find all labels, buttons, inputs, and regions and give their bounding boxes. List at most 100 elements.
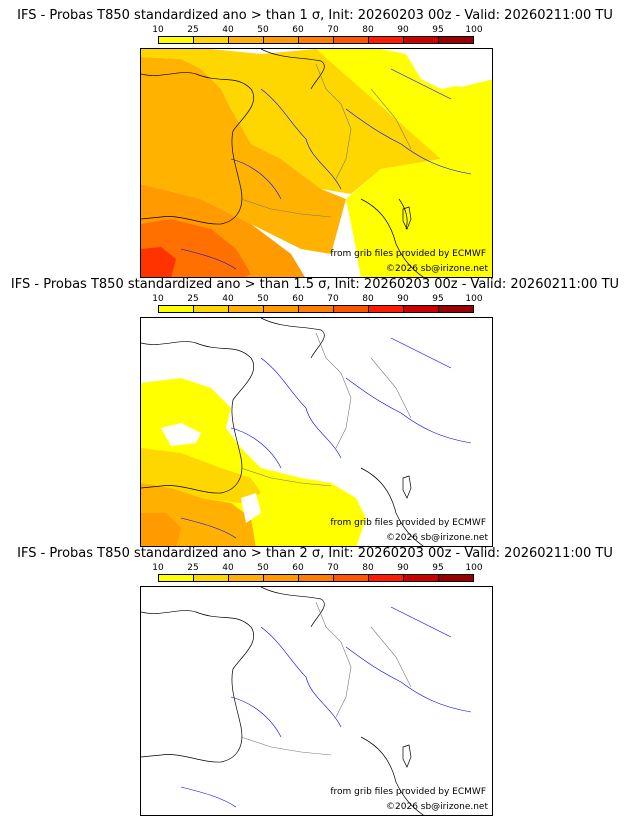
panel-title: IFS - Probas T850 standardized ano > tha… — [17, 8, 613, 23]
scale-ticks: 10 25 40 50 60 70 80 90 95 100 — [152, 25, 482, 35]
prob-area-80 — [141, 247, 176, 277]
scale-tick: 100 — [465, 294, 483, 304]
scale-swatch — [264, 37, 299, 43]
borders — [240, 63, 412, 218]
scale-swatch — [334, 306, 369, 312]
map-canvas — [141, 49, 492, 277]
scale-tick: 10 — [152, 563, 164, 573]
scale-tick: 95 — [432, 294, 444, 304]
scale-ticks: 10 25 40 50 60 70 80 90 95 100 — [152, 563, 482, 573]
scale-tick: 90 — [397, 563, 409, 573]
probability-color-scale: 10 25 40 50 60 70 80 90 95 100 — [152, 563, 483, 585]
panel-title: IFS - Probas T850 standardized ano > tha… — [10, 277, 620, 292]
scale-tick: 25 — [187, 294, 199, 304]
map-frame: from grib files provided by ECMWF ©2026 … — [140, 317, 493, 547]
rivers — [180, 68, 472, 270]
scale-swatch — [404, 306, 439, 312]
clear-area — [421, 64, 492, 87]
scale-tick: 40 — [222, 294, 234, 304]
scale-tick: 50 — [257, 563, 269, 573]
scale-tick: 80 — [362, 25, 374, 35]
scale-tick: 80 — [362, 563, 374, 573]
scale-tick: 70 — [327, 25, 339, 35]
scale-tick: 25 — [187, 563, 199, 573]
scale-tick: 25 — [187, 25, 199, 35]
prob-area-50 — [141, 513, 181, 546]
scale-tick: 90 — [397, 294, 409, 304]
scale-swatch — [159, 37, 194, 43]
scale-tick: 95 — [432, 25, 444, 35]
clear-patches — [161, 423, 261, 523]
scale-swatch — [299, 575, 334, 581]
scale-tick: 100 — [465, 25, 483, 35]
scale-swatch — [264, 306, 299, 312]
corsica — [402, 744, 412, 768]
scale-bar — [158, 305, 474, 313]
prob-area-10-east — [316, 49, 492, 277]
map-frame: from grib files provided by ECMWF ©2026 … — [140, 48, 493, 278]
scale-tick: 70 — [327, 563, 339, 573]
scale-swatch — [159, 306, 194, 312]
scale-swatch — [264, 575, 299, 581]
data-credit: from grib files provided by ECMWF — [330, 518, 486, 528]
scale-swatch — [194, 575, 229, 581]
scale-swatch — [369, 306, 404, 312]
map-canvas — [141, 587, 472, 815]
panel-title: IFS - Probas T850 standardized ano > tha… — [17, 546, 613, 561]
scale-swatch — [299, 37, 334, 43]
scale-tick: 50 — [257, 25, 269, 35]
scale-swatch — [439, 575, 473, 581]
coastline — [141, 587, 424, 815]
prob-area-25 — [141, 57, 346, 254]
scale-swatch — [369, 575, 404, 581]
scale-swatch — [369, 37, 404, 43]
corsica — [402, 206, 412, 230]
scale-swatch — [194, 306, 229, 312]
scale-tick: 60 — [292, 25, 304, 35]
scale-swatch — [334, 37, 369, 43]
copyright: ©2026 sb@irizone.net — [386, 264, 488, 274]
scale-swatch — [229, 306, 264, 312]
data-credit: from grib files provided by ECMWF — [330, 787, 486, 797]
copyright: ©2026 sb@irizone.net — [386, 533, 488, 543]
scale-bar — [158, 36, 474, 44]
borders — [240, 332, 412, 487]
scale-tick: 10 — [152, 25, 164, 35]
scale-swatch — [439, 306, 473, 312]
scale-bar — [158, 574, 474, 582]
scale-swatch — [229, 37, 264, 43]
scale-swatch — [194, 37, 229, 43]
scale-tick: 60 — [292, 563, 304, 573]
scale-tick: 70 — [327, 294, 339, 304]
scale-tick: 90 — [397, 25, 409, 35]
scale-tick: 95 — [432, 563, 444, 573]
scale-tick: 60 — [292, 294, 304, 304]
scale-swatch — [334, 575, 369, 581]
rivers — [180, 606, 472, 808]
coastline — [141, 318, 424, 546]
map-panel-1: IFS - Probas T850 standardized ano > tha… — [0, 8, 630, 278]
probability-color-scale: 10 25 40 50 60 70 80 90 95 100 — [152, 25, 483, 47]
scale-tick: 80 — [362, 294, 374, 304]
scale-swatch — [404, 37, 439, 43]
probability-color-scale: 10 25 40 50 60 70 80 90 95 100 — [152, 294, 483, 316]
data-credit: from grib files provided by ECMWF — [330, 249, 486, 259]
scale-tick: 100 — [465, 563, 483, 573]
scale-ticks: 10 25 40 50 60 70 80 90 95 100 — [152, 294, 482, 304]
rivers — [180, 337, 472, 539]
scale-swatch — [299, 306, 334, 312]
scale-tick: 50 — [257, 294, 269, 304]
map-panel-3: IFS - Probas T850 standardized ano > tha… — [0, 546, 630, 816]
scale-tick: 40 — [222, 25, 234, 35]
coastline — [141, 49, 424, 277]
scale-swatch — [439, 37, 473, 43]
scale-tick: 40 — [222, 563, 234, 573]
map-frame: from grib files provided by ECMWF ©2026 … — [140, 586, 493, 816]
copyright: ©2026 sb@irizone.net — [386, 802, 488, 812]
map-canvas — [141, 318, 472, 546]
corsica — [402, 475, 412, 499]
scale-swatch — [404, 575, 439, 581]
borders — [240, 601, 412, 756]
scale-swatch — [159, 575, 194, 581]
scale-swatch — [229, 575, 264, 581]
